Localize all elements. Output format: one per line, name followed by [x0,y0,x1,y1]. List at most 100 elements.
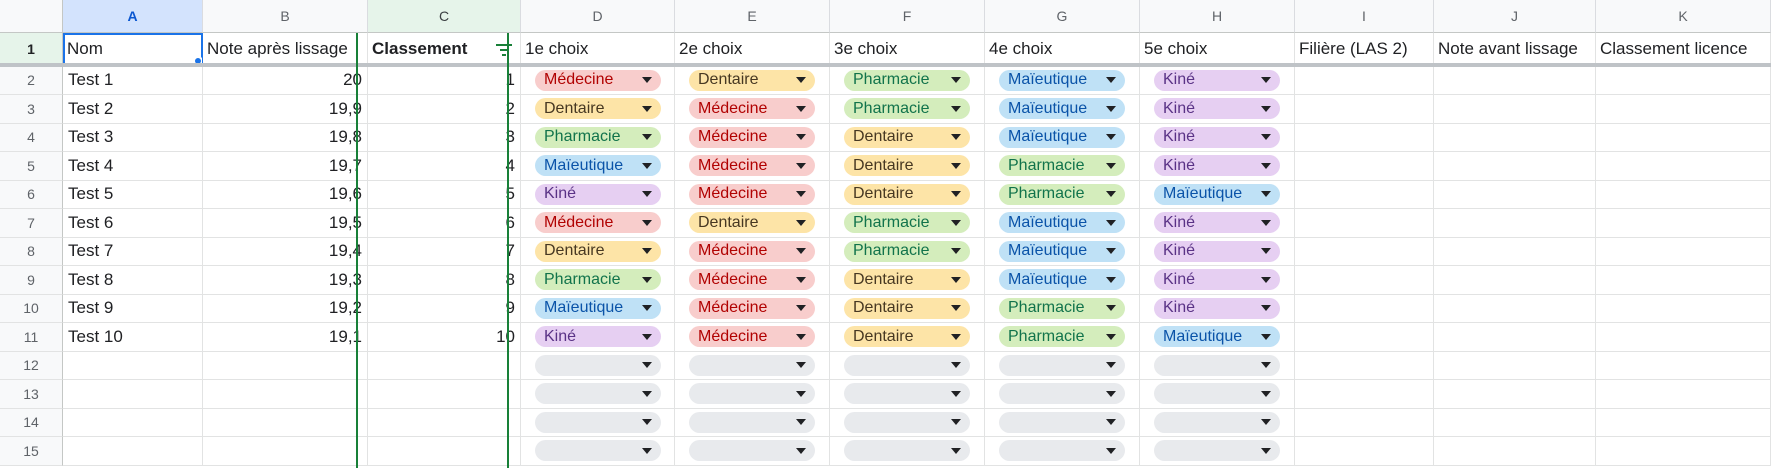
cell-choix-1[interactable] [521,408,675,437]
dropdown-chip[interactable]: Dentaire [844,326,970,348]
dropdown-chip[interactable]: Maïeutique [999,98,1125,120]
chevron-down-icon[interactable] [1106,162,1116,169]
cell-classement[interactable]: 3 [368,123,521,152]
cell-choix-5[interactable]: Kiné [1140,237,1295,266]
dropdown-chip[interactable]: Médecine [689,269,815,291]
chevron-down-icon[interactable] [951,362,961,369]
dropdown-chip[interactable]: Dentaire [689,212,815,234]
cell-classement-licence[interactable] [1596,237,1771,266]
cell-choix-3[interactable]: Dentaire [830,180,985,209]
chevron-down-icon[interactable] [1261,162,1271,169]
cell-note-apres-lissage[interactable] [203,380,368,409]
row-header-9[interactable]: 9 [0,266,63,295]
chevron-down-icon[interactable] [1261,390,1271,397]
cell-note-apres-lissage[interactable]: 19,7 [203,152,368,181]
cell-choix-5[interactable]: Kiné [1140,294,1295,323]
dropdown-chip-empty[interactable] [844,440,970,462]
dropdown-chip-empty[interactable] [844,411,970,433]
cell-classement[interactable]: 6 [368,209,521,238]
chevron-down-icon[interactable] [796,276,806,283]
chevron-down-icon[interactable] [796,248,806,255]
dropdown-chip[interactable]: Pharmacie [999,326,1125,348]
cell-choix-5[interactable]: Kiné [1140,266,1295,295]
chevron-down-icon[interactable] [642,134,652,141]
chevron-down-icon[interactable] [951,390,961,397]
row-header-6[interactable]: 6 [0,180,63,209]
chevron-down-icon[interactable] [1106,276,1116,283]
dropdown-chip[interactable]: Kiné [1154,269,1280,291]
cell-name[interactable]: Test 8 [63,266,203,295]
cell-choix-2[interactable]: Médecine [675,180,830,209]
row-header-12[interactable]: 12 [0,351,63,380]
chevron-down-icon[interactable] [642,162,652,169]
cell-classement[interactable] [368,351,521,380]
chevron-down-icon[interactable] [1106,333,1116,340]
dropdown-chip-empty[interactable] [689,440,815,462]
chevron-down-icon[interactable] [796,219,806,226]
dropdown-chip[interactable]: Kiné [1154,297,1280,319]
header-cell-classement[interactable]: Classement [368,33,521,66]
chevron-down-icon[interactable] [1261,305,1271,312]
dropdown-chip-empty[interactable] [535,411,661,433]
cell-note-avant-lissage[interactable] [1434,180,1596,209]
cell-choix-4[interactable]: Maïeutique [985,209,1140,238]
cell-filiere-las2[interactable] [1295,266,1434,295]
dropdown-chip[interactable]: Pharmacie [999,297,1125,319]
chevron-down-icon[interactable] [1106,134,1116,141]
cell-name[interactable] [63,408,203,437]
cell-choix-4[interactable] [985,351,1140,380]
dropdown-chip[interactable]: Maïeutique [999,240,1125,262]
dropdown-chip[interactable]: Médecine [689,98,815,120]
chevron-down-icon[interactable] [951,134,961,141]
cell-choix-2[interactable]: Médecine [675,323,830,352]
dropdown-chip[interactable]: Médecine [689,297,815,319]
cell-choix-4[interactable]: Maïeutique [985,123,1140,152]
dropdown-chip[interactable]: Dentaire [535,240,661,262]
chevron-down-icon[interactable] [796,191,806,198]
chevron-down-icon[interactable] [796,419,806,426]
row-header-14[interactable]: 14 [0,408,63,437]
cell-note-apres-lissage[interactable]: 19,6 [203,180,368,209]
chevron-down-icon[interactable] [1261,134,1271,141]
chevron-down-icon[interactable] [1106,191,1116,198]
cell-choix-4[interactable]: Pharmacie [985,323,1140,352]
cell-choix-1[interactable] [521,437,675,466]
cell-choix-5[interactable]: Maïeutique [1140,180,1295,209]
chevron-down-icon[interactable] [642,105,652,112]
cell-choix-1[interactable]: Dentaire [521,95,675,124]
column-header-g[interactable]: G [985,0,1140,33]
chevron-down-icon[interactable] [1106,105,1116,112]
dropdown-chip-empty[interactable] [999,354,1125,376]
cell-classement[interactable]: 8 [368,266,521,295]
chevron-down-icon[interactable] [951,248,961,255]
dropdown-chip[interactable]: Médecine [689,155,815,177]
chevron-down-icon[interactable] [951,219,961,226]
chevron-down-icon[interactable] [642,305,652,312]
dropdown-chip[interactable]: Kiné [1154,240,1280,262]
cell-choix-1[interactable]: Kiné [521,323,675,352]
dropdown-chip[interactable]: Pharmacie [844,69,970,91]
header-cell-classement-licence[interactable]: Classement licence [1596,33,1771,66]
cell-choix-5[interactable] [1140,437,1295,466]
cell-choix-2[interactable]: Médecine [675,123,830,152]
chevron-down-icon[interactable] [642,419,652,426]
dropdown-chip[interactable]: Kiné [1154,98,1280,120]
row-header-1[interactable]: 1 [0,33,63,66]
cell-choix-4[interactable] [985,408,1140,437]
dropdown-chip-empty[interactable] [535,354,661,376]
cell-classement[interactable]: 2 [368,95,521,124]
cell-choix-1[interactable]: Pharmacie [521,123,675,152]
cell-choix-5[interactable] [1140,351,1295,380]
column-header-b[interactable]: B [203,0,368,33]
chevron-down-icon[interactable] [796,362,806,369]
header-cell-filiere-las2[interactable]: Filière (LAS 2) [1295,33,1434,66]
cell-filiere-las2[interactable] [1295,437,1434,466]
column-header-f[interactable]: F [830,0,985,33]
dropdown-chip[interactable]: Pharmacie [844,98,970,120]
cell-choix-3[interactable]: Pharmacie [830,209,985,238]
chevron-down-icon[interactable] [642,362,652,369]
chevron-down-icon[interactable] [1261,105,1271,112]
column-header-h[interactable]: H [1140,0,1295,33]
cell-choix-3[interactable] [830,380,985,409]
cell-choix-4[interactable]: Maïeutique [985,66,1140,95]
